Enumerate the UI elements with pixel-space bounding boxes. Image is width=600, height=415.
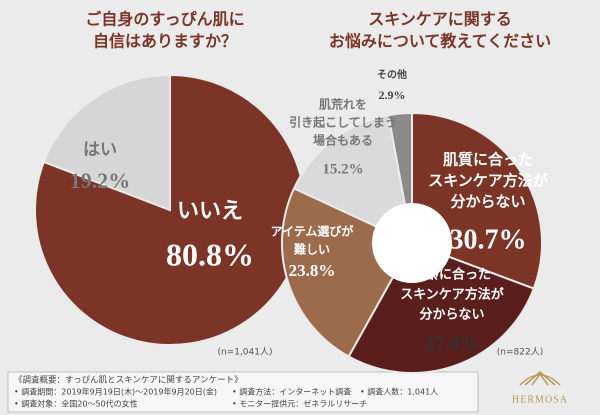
logo-text: HERMOSA bbox=[512, 394, 568, 405]
slice-label: 分からない bbox=[450, 193, 525, 211]
chart-title: 自信はありますか？ bbox=[93, 32, 237, 51]
footer-box bbox=[7, 371, 479, 413]
slice-label: その他 bbox=[377, 68, 407, 81]
slice-label: 難しい bbox=[294, 242, 330, 257]
footer-item: • 調査対象：全国20～50代の女性 bbox=[14, 399, 138, 409]
slice-label: 肌質に合った bbox=[443, 151, 533, 169]
value-label: 2.9% bbox=[379, 88, 406, 102]
value-label: 15.2% bbox=[322, 161, 363, 177]
footer-item: • 調査人数：1,041人 bbox=[360, 387, 438, 397]
slice bbox=[292, 113, 414, 245]
value-label: 30.7% bbox=[450, 224, 527, 255]
slice-label: 分からない bbox=[419, 307, 484, 323]
value-label: 80.8% bbox=[166, 236, 254, 272]
footer-item: • 調査方法：インターネット調査 bbox=[232, 387, 351, 397]
chart-title: スキンケアに関する bbox=[368, 10, 512, 29]
footer-item: • モニター提供元：ゼネラルリサーチ bbox=[232, 399, 367, 409]
logo-icon bbox=[519, 371, 561, 386]
chart-title: ご自身のすっぴん肌に bbox=[85, 10, 244, 29]
slice-label: 年齢に合った bbox=[413, 267, 491, 283]
slice-label: 場合もある bbox=[313, 133, 373, 148]
sample-note: (n=1,041人) bbox=[217, 347, 272, 358]
chart-title: お悩みについて教えてください bbox=[329, 32, 551, 51]
value-label: 19.2% bbox=[70, 168, 131, 193]
logo: HERMOSA bbox=[512, 371, 568, 405]
slice-label: いいえ bbox=[177, 199, 243, 224]
value-label: 27.4% bbox=[425, 333, 480, 355]
slice-label: スキンケア方法が bbox=[400, 287, 504, 303]
value-label: 23.8% bbox=[289, 261, 336, 280]
donut-hole bbox=[372, 203, 452, 283]
footer-item: • 調査期間：2019年9月19日(木)～2019年9月20日(金) bbox=[14, 387, 217, 397]
slice-label: スキンケア方法が bbox=[428, 172, 549, 190]
slice-label: 肌荒れを bbox=[318, 97, 367, 112]
slice-label: はい bbox=[83, 140, 117, 160]
sample-note: (n=822人) bbox=[497, 347, 543, 358]
slice-label: 引き起こしてしまう bbox=[289, 115, 397, 130]
slice bbox=[42, 73, 171, 212]
footer-heading: 《調査概要：すっぴん肌とスキンケアに関するアンケート》 bbox=[14, 375, 243, 386]
slice-label: アイテム選びが bbox=[271, 224, 354, 239]
